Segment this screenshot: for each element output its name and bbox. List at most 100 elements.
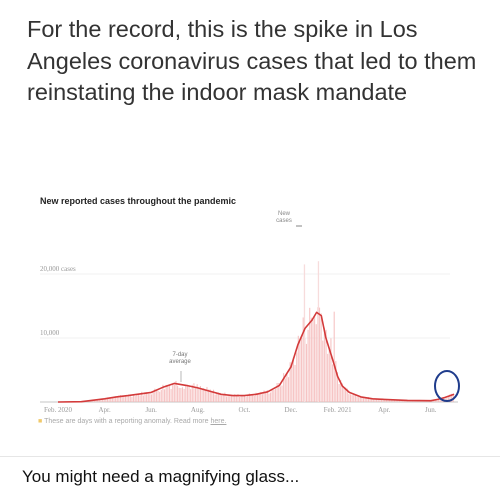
daily-case-bar [187, 385, 188, 402]
daily-case-bar [270, 393, 271, 402]
daily-case-bar [135, 396, 136, 402]
daily-case-bar [348, 394, 349, 402]
daily-case-bar [236, 396, 237, 402]
daily-case-bar [293, 357, 294, 402]
daily-case-bar [180, 388, 181, 402]
caption-text: You might need a magnifying glass... [22, 467, 299, 487]
daily-case-bar [159, 392, 160, 402]
x-tick-label: Apr. [98, 406, 111, 414]
daily-case-bar [438, 400, 439, 402]
daily-case-bar [226, 397, 227, 402]
seven-day-average-line [58, 312, 454, 402]
x-tick-label: Oct. [238, 406, 250, 414]
daily-case-bar [127, 397, 128, 402]
daily-case-bar [174, 385, 175, 402]
daily-case-bar [113, 398, 114, 402]
x-tick-label: Feb. 2021 [324, 406, 353, 414]
daily-case-bar [312, 319, 313, 402]
daily-case-bar [252, 395, 253, 402]
daily-case-bar [268, 394, 269, 402]
daily-case-bar [361, 398, 362, 402]
daily-case-bar [149, 394, 150, 402]
daily-case-bar [167, 386, 168, 402]
x-tick-label: Jun. [145, 406, 157, 414]
daily-case-bar [205, 390, 206, 402]
daily-case-bar [250, 395, 251, 402]
daily-case-bar [164, 389, 165, 402]
daily-case-bar [321, 313, 322, 402]
daily-case-bar [202, 388, 203, 402]
daily-case-bar [275, 389, 276, 402]
daily-case-bar [259, 394, 260, 402]
x-tick-label: Apr. [378, 406, 391, 414]
daily-case-bar [257, 394, 258, 402]
anomaly-swatch: ■ [38, 418, 42, 425]
x-tick-label: Aug. [191, 406, 205, 414]
x-tick-label: Dec. [284, 406, 297, 414]
daily-case-bar [242, 396, 243, 402]
daily-case-bar [273, 390, 274, 402]
daily-case-bar [294, 365, 295, 402]
daily-case-bar [100, 400, 101, 402]
daily-case-bar [378, 400, 379, 402]
daily-case-bar [136, 394, 137, 402]
chart-footnote: ■ These are days with a reporting anomal… [38, 418, 226, 425]
daily-case-bar [247, 395, 248, 402]
daily-case-bar [140, 395, 141, 402]
daily-case-bar [171, 389, 172, 402]
daily-case-bar [288, 377, 289, 402]
daily-case-bar [343, 388, 344, 402]
daily-case-bar [231, 396, 232, 402]
y-tick-label: 20,000 cases [40, 265, 76, 273]
caption-bar: You might need a magnifying glass... [0, 456, 500, 501]
daily-case-bar [148, 394, 149, 402]
daily-case-bar [291, 365, 292, 402]
daily-case-bar [244, 396, 245, 402]
daily-case-bar [330, 338, 331, 402]
daily-case-bar [350, 394, 351, 402]
daily-case-bar [221, 395, 222, 402]
footnote-link[interactable]: here. [210, 418, 226, 425]
daily-case-bar [185, 385, 186, 402]
x-tick-label: Feb. 2020 [44, 406, 73, 414]
daily-case-bar [153, 391, 154, 402]
daily-case-bar [156, 390, 157, 402]
daily-case-bar [299, 341, 300, 402]
daily-case-bar [329, 348, 330, 402]
daily-case-bar [389, 400, 390, 402]
daily-case-bar [131, 397, 132, 402]
daily-case-bar [151, 394, 152, 402]
daily-case-bar [384, 400, 385, 402]
daily-case-bar [324, 328, 325, 402]
daily-case-bar [169, 385, 170, 402]
daily-case-bar [311, 318, 312, 402]
daily-case-bar [184, 389, 185, 402]
daily-case-bar [296, 353, 297, 402]
daily-case-bar [177, 386, 178, 402]
daily-case-bar [352, 395, 353, 402]
daily-case-bar [157, 391, 158, 402]
daily-case-bar [272, 389, 273, 402]
daily-case-bar [143, 396, 144, 402]
daily-case-bar [322, 341, 323, 402]
anomaly-bar [318, 261, 319, 402]
daily-case-bar [188, 385, 189, 402]
footnote-text: These are days with a reporting anomaly.… [44, 418, 208, 425]
daily-case-bar [193, 383, 194, 402]
anomaly-bar [304, 264, 305, 402]
daily-case-bar [356, 397, 357, 402]
daily-case-bar [216, 393, 217, 402]
daily-case-bar [211, 391, 212, 402]
daily-case-bar [308, 330, 309, 402]
daily-case-bar [239, 397, 240, 402]
daily-case-bar [286, 373, 287, 402]
daily-case-bar [223, 395, 224, 402]
daily-case-bar [332, 364, 333, 402]
daily-case-bar [117, 397, 118, 402]
daily-case-bar [365, 398, 366, 402]
daily-case-bar [206, 387, 207, 402]
daily-case-bar [254, 396, 255, 402]
daily-case-bar [319, 308, 320, 402]
